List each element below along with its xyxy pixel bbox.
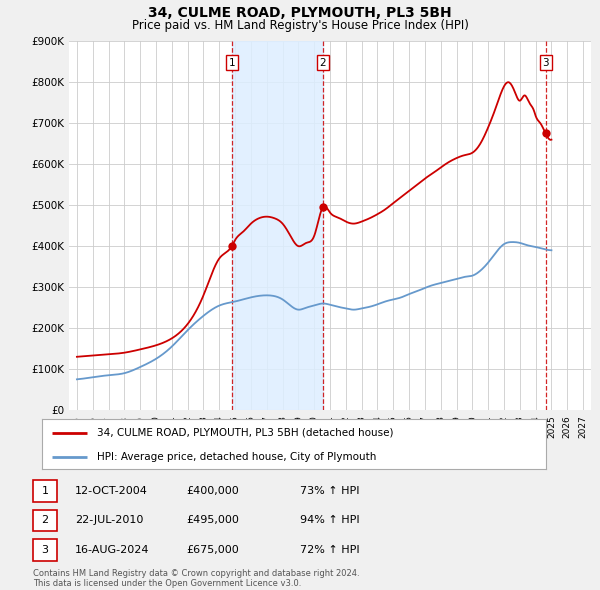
Text: 1: 1	[229, 58, 235, 68]
Text: Price paid vs. HM Land Registry's House Price Index (HPI): Price paid vs. HM Land Registry's House …	[131, 19, 469, 32]
Text: £495,000: £495,000	[186, 516, 239, 525]
Text: 34, CULME ROAD, PLYMOUTH, PL3 5BH (detached house): 34, CULME ROAD, PLYMOUTH, PL3 5BH (detac…	[97, 428, 394, 438]
Text: 16-AUG-2024: 16-AUG-2024	[75, 545, 149, 555]
Text: 1: 1	[41, 486, 49, 496]
Text: Contains HM Land Registry data © Crown copyright and database right 2024.
This d: Contains HM Land Registry data © Crown c…	[33, 569, 359, 588]
Text: 94% ↑ HPI: 94% ↑ HPI	[300, 516, 359, 525]
Text: 72% ↑ HPI: 72% ↑ HPI	[300, 545, 359, 555]
Text: £400,000: £400,000	[186, 486, 239, 496]
Text: 3: 3	[542, 58, 549, 68]
Text: 34, CULME ROAD, PLYMOUTH, PL3 5BH: 34, CULME ROAD, PLYMOUTH, PL3 5BH	[148, 6, 452, 20]
Text: 22-JUL-2010: 22-JUL-2010	[75, 516, 143, 525]
Text: 2: 2	[41, 516, 49, 525]
Text: 73% ↑ HPI: 73% ↑ HPI	[300, 486, 359, 496]
Text: HPI: Average price, detached house, City of Plymouth: HPI: Average price, detached house, City…	[97, 451, 377, 461]
Bar	[232, 41, 323, 410]
Text: 3: 3	[41, 545, 49, 555]
Text: 12-OCT-2004: 12-OCT-2004	[75, 486, 148, 496]
Text: 2: 2	[320, 58, 326, 68]
Text: £675,000: £675,000	[186, 545, 239, 555]
